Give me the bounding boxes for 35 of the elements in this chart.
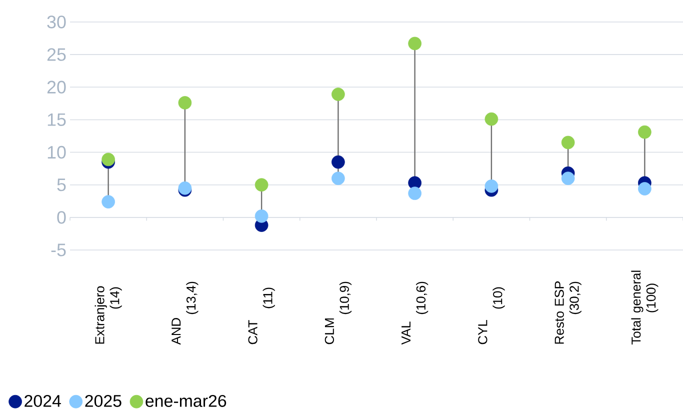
y-tick-label: 0	[57, 211, 66, 224]
point	[408, 36, 422, 50]
point	[332, 88, 345, 101]
point	[102, 195, 115, 208]
y-tick-label: 5	[57, 178, 66, 192]
point	[332, 155, 345, 169]
point	[484, 179, 498, 193]
y-tick-label: 25	[47, 48, 66, 61]
x-tick-label: CYL (10)	[478, 287, 505, 344]
point	[638, 125, 652, 139]
point	[638, 182, 652, 196]
point	[484, 112, 498, 126]
y-tick-label: 15	[48, 113, 66, 126]
y-tick-label: 10	[48, 146, 66, 159]
x-tick-label: Total general (100)	[631, 270, 658, 344]
legend-label: ene-mar26	[146, 394, 226, 407]
legend-label: 2024	[24, 394, 61, 407]
x-tick-label: AND (13,4)	[172, 282, 198, 345]
x-tick-label: Resto ESP (30,2)	[554, 281, 582, 344]
x-tick-label: VAL (10,6)	[402, 282, 428, 345]
x-tick-label: CAT (11)	[248, 288, 275, 344]
x-tick-label: CLM (10,9)	[324, 282, 352, 344]
legend-label: 2025	[85, 394, 122, 407]
point	[254, 178, 268, 192]
point	[178, 96, 192, 110]
y-tick-label: 30	[47, 16, 66, 28]
point	[561, 172, 575, 186]
point	[254, 209, 268, 223]
y-tick-label: -5	[51, 244, 66, 256]
point	[561, 136, 575, 150]
y-tick-label: 20	[47, 80, 66, 94]
point	[408, 186, 422, 200]
x-tick-label: Extranjero (14)	[94, 286, 122, 344]
point	[102, 152, 115, 166]
point	[332, 172, 345, 186]
